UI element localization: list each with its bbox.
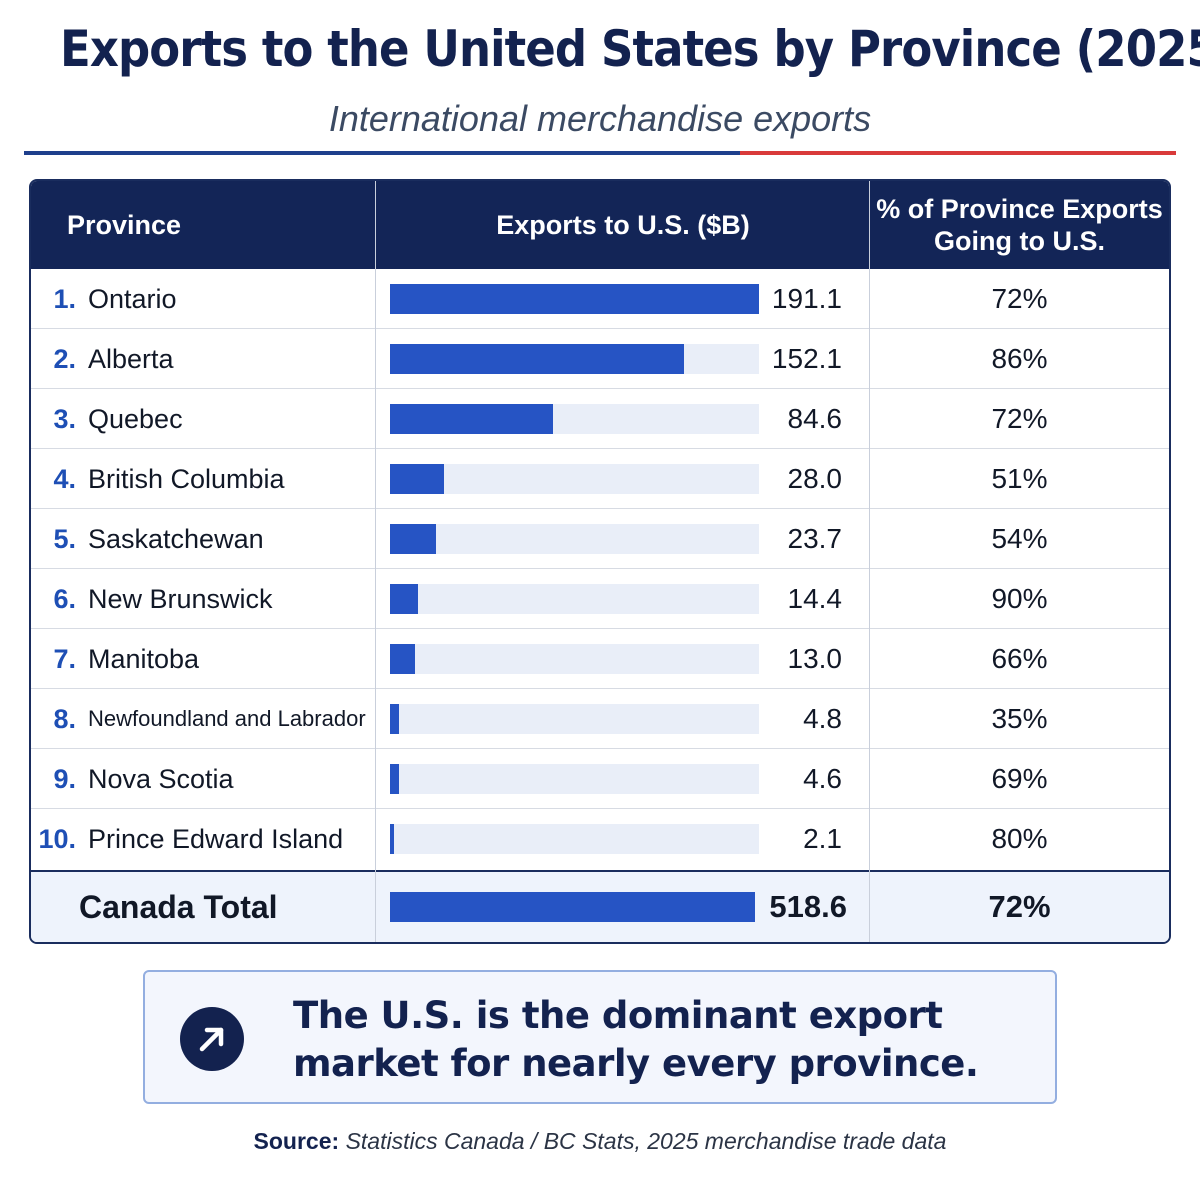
exports-value: 2.1 [803,823,842,854]
province-name: Quebec [88,404,183,434]
province-name: Saskatchewan [88,524,264,554]
total-label: Canada Total [79,889,278,925]
export-bar [390,524,436,554]
export-bar [390,824,394,854]
bar-track [390,464,759,494]
export-bar [390,584,418,614]
exports-table: Province Exports to U.S. ($B) % of Provi… [29,179,1171,944]
bar-track [390,284,759,314]
export-bar [390,704,399,734]
export-bar [390,284,759,314]
row-rank: 5. [53,524,76,554]
bar-track [390,584,759,614]
pct-value: 69% [991,763,1048,794]
column-divider [869,181,870,942]
table-row: 8. Newfoundland and Labrador 4.8 35% [31,689,1169,749]
export-bar [390,404,553,434]
province-name: Ontario [88,284,177,314]
province-name: British Columbia [88,464,285,494]
exports-value: 4.8 [803,703,842,734]
table-header: Province Exports to U.S. ($B) % of Provi… [31,181,1169,269]
table-row: 1. Ontario 191.1 72% [31,269,1169,329]
exports-value: 14.4 [787,583,843,614]
pct-value: 72% [991,283,1048,314]
table-row: 3. Quebec 84.6 72% [31,389,1169,449]
bar-track [390,344,759,374]
pct-value: 86% [991,343,1048,374]
exports-value: 4.6 [803,763,842,794]
bar-track [390,764,759,794]
row-rank: 3. [53,404,76,434]
row-rank: 9. [53,764,76,794]
bar-track [390,704,759,734]
source-label: Source: [253,1128,340,1154]
export-bar [390,644,415,674]
pct-value: 54% [991,523,1048,554]
bar-track [390,404,759,434]
province-name: Alberta [88,344,174,374]
column-divider [375,181,376,942]
row-rank: 7. [53,644,76,674]
column-header-province: Province [67,209,182,240]
bar-track [390,824,759,854]
column-header-pct: % of Province Exports Going to U.S. [876,194,1163,256]
row-rank: 1. [53,284,76,314]
exports-value: 191.1 [771,283,842,314]
table-row: 7. Manitoba 13.0 66% [31,629,1169,689]
table-row: 9. Nova Scotia 4.6 69% [31,749,1169,809]
divider-red [740,151,1176,155]
pct-value: 35% [991,703,1048,734]
exports-value: 23.7 [787,523,843,554]
province-name: Manitoba [88,644,200,674]
callout-text: The U.S. is the dominant export market f… [293,994,979,1085]
bar-track [390,644,759,674]
total-exports-value: 518.6 [769,889,847,924]
pct-value: 72% [991,403,1048,434]
table-row: 6. New Brunswick 14.4 90% [31,569,1169,629]
row-rank: 6. [53,584,76,614]
row-rank: 10. [38,824,76,854]
table-row: 5. Saskatchewan 23.7 54% [31,509,1169,569]
page-subtitle: International merchandise exports [328,98,872,139]
export-bar [390,464,444,494]
arrow-up-right-icon [180,1007,244,1071]
table-row: 10. Prince Edward Island 2.1 80% [31,809,1169,869]
divider-blue [24,151,740,155]
row-rank: 4. [53,464,76,494]
province-name: Newfoundland and Labrador [88,706,366,731]
table-row: 4. British Columbia 28.0 51% [31,449,1169,509]
pct-value: 90% [991,583,1048,614]
source-text: Statistics Canada / BC Stats, 2025 merch… [345,1128,947,1154]
row-rank: 8. [53,704,76,734]
total-row: Canada Total 518.6 72% [31,870,1169,942]
export-bar [390,344,684,374]
pct-value: 80% [991,823,1048,854]
pct-value: 66% [991,643,1048,674]
province-name: Prince Edward Island [88,824,344,854]
export-bar [390,764,399,794]
exports-value: 13.0 [787,643,843,674]
callout-box: The U.S. is the dominant export market f… [143,970,1057,1104]
row-rank: 2. [53,344,76,374]
pct-value: 51% [991,463,1048,494]
table-row: 2. Alberta 152.1 86% [31,329,1169,389]
province-name: New Brunswick [88,584,273,614]
total-bar [390,892,755,922]
exports-value: 84.6 [787,403,843,434]
exports-value: 28.0 [787,463,843,494]
page-title: Exports to the United States by Province… [60,20,1200,78]
total-pct-value: 72% [988,889,1051,924]
column-header-exports: Exports to U.S. ($B) [496,209,750,240]
bar-track [390,524,759,554]
province-name: Nova Scotia [88,764,234,794]
exports-value: 152.1 [771,343,842,374]
source-note: Source: Statistics Canada / BC Stats, 20… [0,1128,1200,1155]
